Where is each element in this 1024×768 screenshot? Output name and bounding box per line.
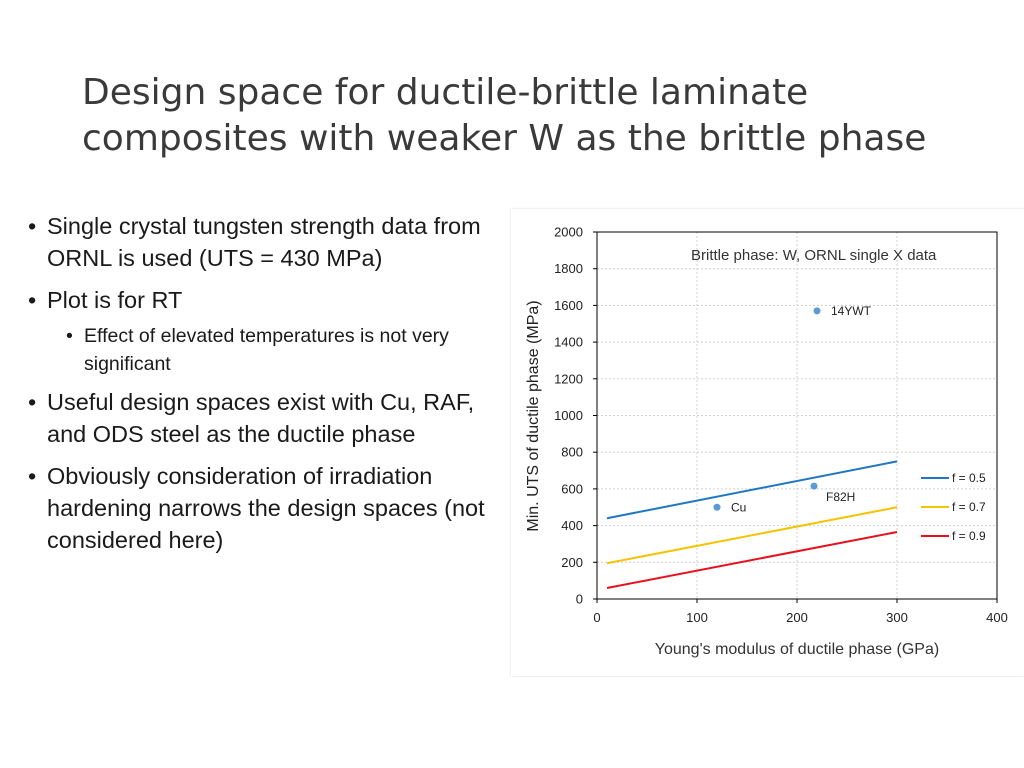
series-line [606, 460, 898, 520]
chart-svg: 0 200 400 600 800 1000 1200 1400 1600 1800 2000 0 10… [525, 225, 1008, 659]
slide-title-line-1: Design space for ductile-brittle laminat… [82, 72, 809, 113]
data-point-label: Cu [731, 500, 746, 514]
y-tick-label: 1800 [554, 261, 583, 276]
axis-layer: 0 200 400 600 800 1000 1200 1400 1600 1800 2000 0 10… [554, 225, 1008, 626]
bullet-item: Obviously consideration of irradiation h… [28, 460, 508, 556]
x-tick-label: 300 [886, 610, 908, 625]
y-tick-label: 1000 [554, 408, 583, 423]
y-tick-label: 800 [561, 445, 583, 460]
x-tick-label: 0 [593, 610, 600, 625]
data-point [713, 503, 721, 511]
bullet-item: Useful design spaces exist with Cu, RAF,… [28, 386, 508, 450]
y-tick-label: 0 [576, 592, 583, 607]
series-line [606, 506, 898, 565]
series-layer [606, 460, 898, 589]
slide-title-line-2: composites with weaker W as the brittle … [82, 118, 927, 159]
legend-layer: f = 0.5 f = 0.7 f = 0.9 [921, 471, 986, 543]
legend-label: f = 0.5 [952, 471, 986, 485]
data-point [813, 307, 821, 315]
y-tick-label: 600 [561, 481, 583, 496]
x-tick-label: 100 [686, 610, 708, 625]
x-axis-label: Young's modulus of ductile phase (GPa) [655, 641, 939, 658]
legend-label: f = 0.7 [952, 500, 986, 514]
data-point-label: F82H [826, 490, 855, 504]
chart-annotation: Brittle phase: W, ORNL single X data [691, 247, 937, 264]
y-tick-label: 1400 [554, 335, 583, 350]
bullet-list: Single crystal tungsten strength data fr… [28, 210, 508, 566]
bullet-item: Single crystal tungsten strength data fr… [28, 210, 508, 274]
x-tick-label: 200 [786, 610, 808, 625]
data-point-label: 14YWT [831, 304, 872, 318]
grid-layer [596, 231, 998, 600]
data-point [810, 482, 818, 490]
y-tick-label: 2000 [554, 225, 583, 240]
y-tick-label: 1600 [554, 298, 583, 313]
sub-bullet-item: Effect of elevated temperatures is not v… [66, 322, 508, 378]
slide-title: Design space for ductile-brittle laminat… [82, 70, 982, 162]
y-tick-label: 200 [561, 555, 583, 570]
point-layer: 14YWT F82H Cu [713, 304, 872, 514]
y-tick-label: 400 [561, 518, 583, 533]
series-line [606, 531, 898, 589]
y-tick-label: 1200 [554, 371, 583, 386]
y-axis-label: Min. UTS of ductile phase (MPa) [525, 300, 542, 531]
bullet-item: Plot is for RT [28, 284, 508, 316]
legend-label: f = 0.9 [952, 529, 986, 543]
x-tick-label: 400 [986, 610, 1008, 625]
chart-panel: 0 200 400 600 800 1000 1200 1400 1600 1800 2000 0 10… [511, 209, 1024, 676]
